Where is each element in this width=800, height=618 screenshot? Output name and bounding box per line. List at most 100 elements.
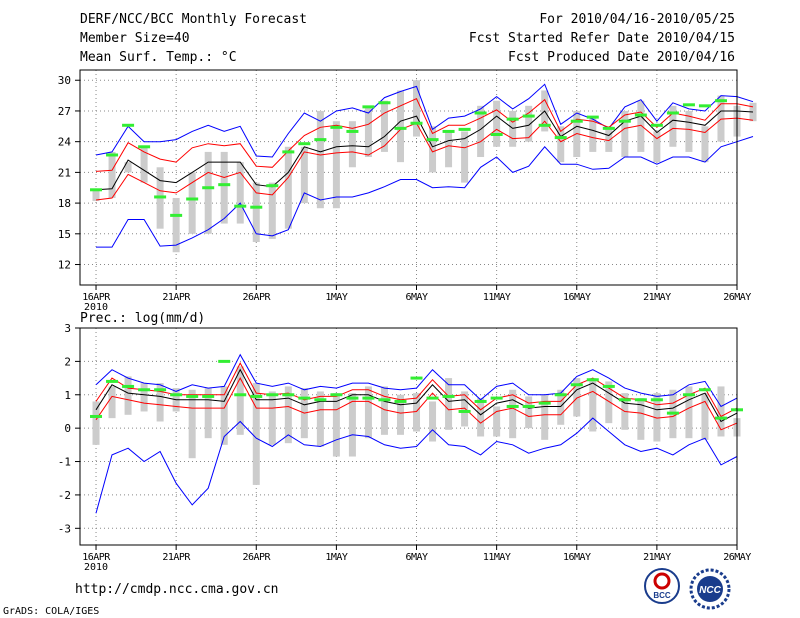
panel-2-ensemble-box: [156, 383, 164, 422]
bcc-logo: BCC: [644, 568, 680, 604]
panel-2-xtick-label: 1MAY: [325, 552, 348, 563]
panel-1-observation-mark: [426, 138, 439, 142]
panel-1-ensemble-box: [92, 189, 100, 202]
temperature-panel-title: Mean Surf. Temp.: °C: [80, 50, 237, 65]
panel-1-xtick-label: 21APR: [162, 292, 191, 303]
panel-1-observation-mark: [346, 129, 359, 133]
panel-2-ensemble-box: [605, 381, 613, 424]
panel-2-ensemble-box: [493, 406, 501, 437]
panel-1-xtick-label: 16APR: [82, 292, 111, 303]
panel-2-ensemble-box: [445, 378, 453, 430]
panel-2-ensemble-box: [429, 401, 437, 442]
precipitation-panel-title: Prec.: log(mm/d): [80, 311, 205, 326]
panel-1-ytick-label: 21: [58, 166, 71, 179]
panel-2-ensemble-box: [204, 388, 212, 439]
panel-2-ensemble-box: [108, 386, 116, 419]
panel-1-observation-mark: [474, 111, 487, 115]
panel-2-observation-mark: [650, 398, 663, 402]
panel-2-observation-mark: [490, 396, 503, 400]
panel-2-ytick-label: -2: [58, 489, 71, 502]
panel-1-observation-mark: [362, 105, 375, 109]
panel-1-ensemble-box: [429, 126, 437, 173]
panel-2-ensemble-box: [461, 391, 469, 427]
source-url[interactable]: http://cmdp.ncc.cma.gov.cn: [75, 582, 279, 597]
panel-1-ensemble-box: [396, 90, 404, 163]
panel-2-observation-mark: [138, 388, 151, 392]
panel-2-ytick-label: 0: [64, 422, 71, 435]
panel-1-ensemble-box: [140, 146, 148, 183]
panel-2-observation-mark: [538, 401, 551, 405]
panel-1-ensemble-box: [236, 162, 244, 224]
panel-1-observation-mark: [586, 115, 599, 119]
panel-2-observation-mark: [570, 383, 583, 387]
panel-2-line-max: [95, 353, 738, 408]
panel-2-ensemble-box: [140, 383, 148, 412]
panel-1-ensemble-box: [300, 146, 308, 204]
grads-credit: GrADS: COLA/IGES: [3, 606, 100, 617]
ncc-logo: NCC: [689, 568, 731, 610]
panel-2-ensemble-box: [220, 386, 228, 445]
bcc-logo-swirl: [653, 572, 671, 590]
panel-1-ensemble-box: [380, 100, 388, 152]
panel-1-ensemble-box: [252, 182, 260, 242]
panel-2-ytick-label: 3: [64, 322, 71, 335]
panel-2-ensemble-box: [637, 398, 645, 440]
panel-1-ensemble-box: [172, 197, 180, 253]
panel-2-ensemble-box: [188, 389, 196, 459]
panel-2-xtick-year: 2010: [84, 562, 108, 573]
panel-2-observation-mark: [410, 376, 423, 380]
ncc-logo-text: NCC: [699, 585, 721, 596]
panel-1-observation-mark: [266, 184, 279, 188]
panel-2-observation-mark: [474, 399, 487, 403]
panel-2-ytick-label: 1: [64, 389, 71, 402]
panel-1-line-lower: [95, 117, 754, 201]
panel-2-ensemble-box: [557, 389, 565, 425]
panel-2-observation-mark: [378, 398, 391, 402]
panel-2-ensemble-box: [685, 386, 693, 439]
panel-1-observation-mark: [538, 123, 551, 127]
refer-date-label: Fcst Started Refer Date 2010/04/15: [468, 31, 735, 46]
panel-1-observation-mark: [506, 117, 519, 121]
panel-1-xtick-label: 16MAY: [563, 292, 591, 303]
panel-1-xtick-label: 26APR: [242, 292, 271, 303]
panel-2-observation-mark: [522, 404, 535, 408]
panel-2-ensemble-box: [717, 386, 725, 437]
panel-1-ensemble-box: [493, 100, 501, 147]
panel-2-observation-mark: [170, 393, 183, 397]
panel-2-observation-mark: [394, 399, 407, 403]
panel-1-ensemble-box: [445, 131, 453, 168]
panel-1-xtick-label: 26MAY: [723, 292, 751, 303]
panel-2-line-mean: [95, 368, 738, 423]
panel-2-xtick-label: 6MAY: [405, 552, 428, 563]
panel-1-observation-mark: [202, 186, 215, 190]
panel-2-line-min: [95, 417, 738, 514]
produced-date-label: Fcst Produced Date 2010/04/16: [508, 50, 735, 65]
panel-1-observation-mark: [714, 99, 727, 103]
panel-2-observation-mark: [458, 409, 471, 413]
panel-1-observation-mark: [602, 126, 615, 130]
panel-1-ensemble-box: [108, 151, 116, 198]
panel-2-observation-mark: [506, 404, 519, 408]
panel-1-line-max: [95, 83, 754, 158]
panel-2-frame: [79, 327, 738, 546]
panel-2-xtick-label: 16APR: [82, 552, 111, 563]
panel-2-observation-mark: [154, 388, 167, 392]
panel-1-ensemble-box: [637, 100, 645, 152]
panel-2-ensemble-box: [541, 394, 549, 440]
panel-1-observation-mark: [250, 205, 263, 209]
panel-2-ensemble-box: [92, 401, 100, 445]
panel-1-observation-mark: [698, 104, 711, 108]
panel-1-ensemble-box: [316, 110, 324, 209]
panel-2-line-lower: [95, 377, 738, 431]
panel-1-ensemble-box: [284, 146, 292, 229]
panel-2-observation-mark: [698, 388, 711, 392]
panel-2-ensemble-box: [396, 394, 404, 435]
panel-1-xtick-label: 6MAY: [405, 292, 428, 303]
panel-2-ensemble-box: [477, 398, 485, 437]
panel-1-ensemble-box: [220, 151, 228, 224]
panel-1-ensemble-box: [589, 116, 597, 152]
panel-2-observation-mark: [298, 396, 311, 400]
panel-1-ensemble-box: [653, 131, 661, 163]
panel-2-observation-mark: [266, 393, 279, 397]
